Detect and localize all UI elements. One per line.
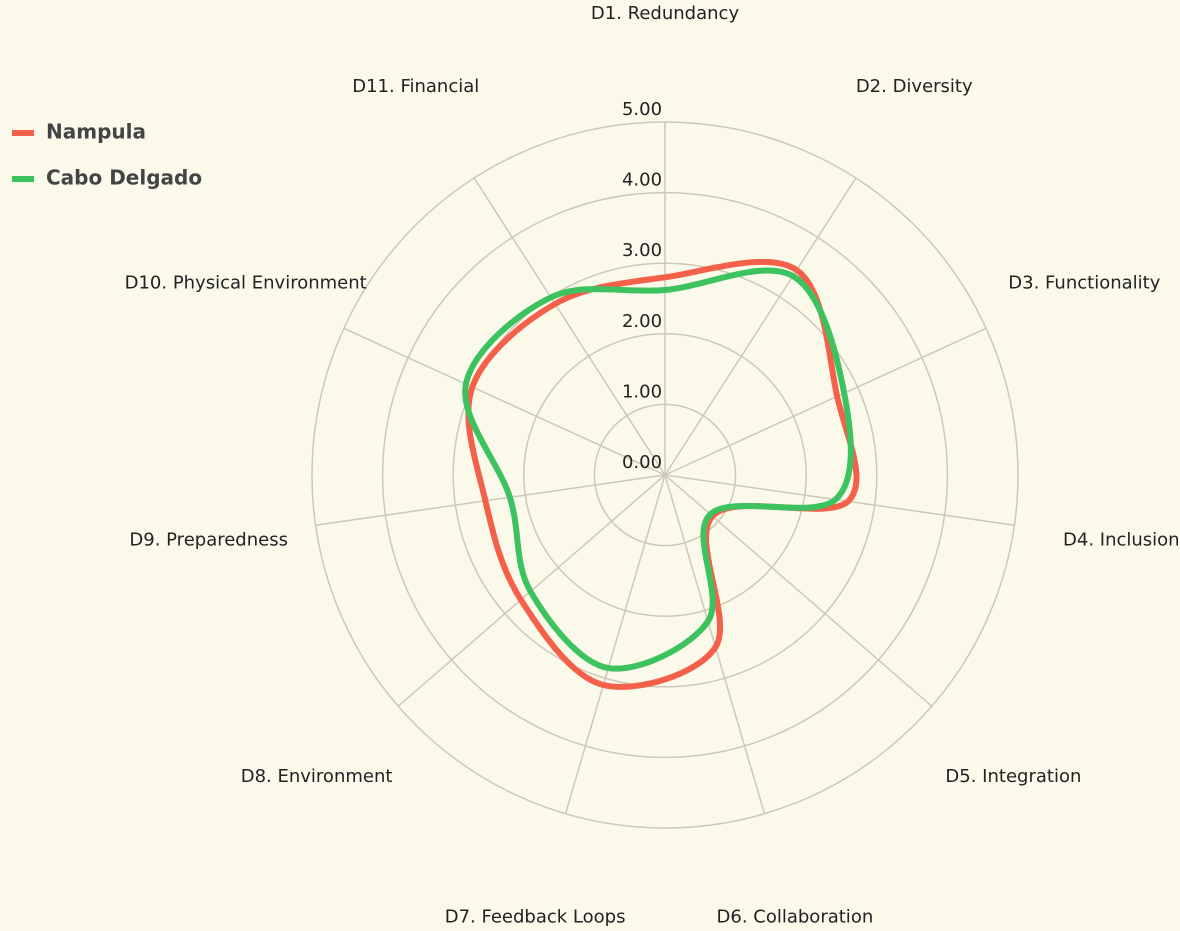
r-tick-label: 5.00 <box>622 99 662 120</box>
axis-label: D8. Environment <box>241 766 393 787</box>
spoke <box>664 327 987 476</box>
r-tick-label: 0.00 <box>622 452 662 473</box>
legend-label: Cabo Delgado <box>46 166 202 190</box>
axis-label: D11. Financial <box>352 76 479 97</box>
spoke <box>343 327 666 476</box>
axis-label: D9. Preparedness <box>129 530 288 551</box>
r-tick-label: 4.00 <box>622 170 662 191</box>
axis-label: D6. Collaboration <box>717 906 874 927</box>
legend-label: Nampula <box>46 120 146 144</box>
spoke <box>664 474 1015 526</box>
axis-label: D3. Functionality <box>1008 272 1160 293</box>
spoke <box>664 177 857 476</box>
axis-label: D10. Physical Environment <box>125 272 367 293</box>
r-tick-label: 2.00 <box>622 311 662 332</box>
spoke <box>315 474 666 526</box>
r-tick-label: 3.00 <box>622 240 662 261</box>
spoke <box>473 177 666 476</box>
axis-label: D5. Integration <box>945 766 1081 787</box>
r-tick-label: 1.00 <box>622 381 662 402</box>
axis-label: D4. Inclusion <box>1063 530 1180 551</box>
series-line <box>462 267 854 672</box>
axis-label: D2. Diversity <box>856 76 973 97</box>
spoke <box>564 474 666 814</box>
axis-label: D1. Redundancy <box>591 3 740 24</box>
series-line <box>465 258 860 690</box>
axis-label: D7. Feedback Loops <box>445 906 626 927</box>
